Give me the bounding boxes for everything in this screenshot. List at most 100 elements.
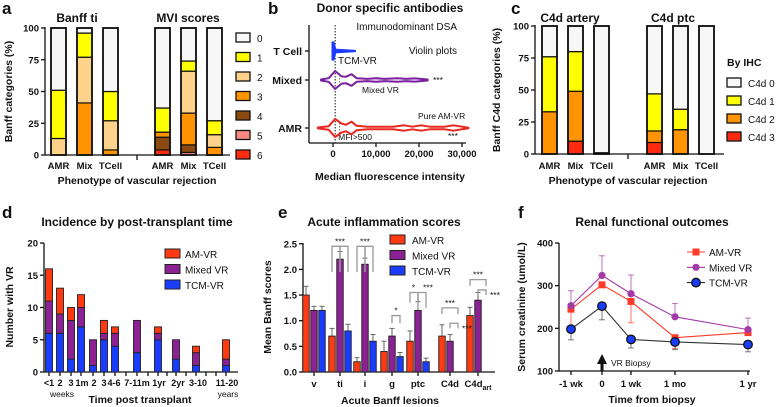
bar-Mixed-VR <box>414 309 422 373</box>
bar-AM-VR <box>77 294 85 308</box>
legend-label: TCM-VR <box>709 279 748 290</box>
bar-segment-C4d-1 <box>567 50 584 92</box>
bar-Mixed-VR <box>133 319 141 354</box>
x-tick-label: <1 <box>44 378 54 388</box>
data-point <box>567 302 575 310</box>
bar-Mixed-VR <box>56 313 64 334</box>
bar-AM-VR <box>56 287 64 315</box>
bar-segment-C4d-2 <box>567 90 584 142</box>
bar-AM-VR <box>222 339 230 360</box>
bar-TCM-VR <box>100 339 108 373</box>
x-tick-label: 1m <box>75 378 88 388</box>
bar-Mixed-VR <box>361 263 369 373</box>
bar-TCM-VR <box>154 339 162 373</box>
x-tick-label: Mix <box>77 161 94 172</box>
bar-segment-1 <box>50 89 67 140</box>
x-tick-label: Mix <box>181 161 198 172</box>
legend-swatch <box>726 131 742 142</box>
bar-segment-C4d-1 <box>541 56 558 113</box>
legend-swatch <box>235 90 251 102</box>
bar-segment-3 <box>206 146 223 156</box>
bar-Mixed-VR <box>67 319 75 360</box>
legend-label: 6 <box>257 151 263 162</box>
note-immunodominant-dsa: Immunodominant DSA <box>356 22 457 33</box>
legend-marker <box>691 277 701 288</box>
y-tick-label: 0 <box>34 151 39 162</box>
legend-swatch <box>389 234 406 245</box>
legend-label: 1 <box>257 54 263 65</box>
chart-title: Donor specific antibodies <box>317 1 464 15</box>
bar-segment-0 <box>102 27 119 93</box>
series-label: Mixed VR <box>362 85 399 95</box>
y-tick-label: 100 <box>23 24 39 35</box>
legend-label: C4d 2 <box>748 115 775 126</box>
x-tick-label: 2yr <box>171 378 185 388</box>
x-tick-label: 10,000 <box>361 149 390 160</box>
x-tick-label: Mix <box>673 161 690 172</box>
legend-swatch <box>235 32 251 43</box>
legend-swatch <box>164 248 181 259</box>
legend-swatch <box>389 250 406 260</box>
y-axis-label: Banff C4d categories (%) <box>491 28 503 152</box>
significance-label: *** <box>462 323 473 333</box>
x-tick-label: 4-6 <box>107 378 120 388</box>
data-point <box>671 313 679 321</box>
bar-Mixed-VR <box>474 299 482 373</box>
x-tick-label: TCell <box>99 161 122 172</box>
x-tick-label: TCell <box>203 161 226 172</box>
violin-Pure-AM-VR <box>316 118 470 138</box>
unit-label-years: years <box>218 389 239 399</box>
legend-label: Mixed VR <box>412 252 455 263</box>
significance-label: *** <box>423 282 434 292</box>
bar-outline <box>593 25 610 155</box>
bar-TCM-VR <box>344 330 352 373</box>
y-tick-label: 0 <box>33 368 38 379</box>
bar-segment-C4d-2 <box>541 111 558 155</box>
bar-segment-0 <box>206 27 223 122</box>
x-tick-label: C4dart <box>465 379 493 392</box>
data-point <box>598 281 606 289</box>
panel-letter: d <box>2 203 12 222</box>
significance-bracket <box>449 322 459 329</box>
bar-segment-1 <box>180 60 197 72</box>
x-tick-label: 1 wk <box>621 379 642 390</box>
y-tick-label: 15 <box>27 271 38 282</box>
bar-segment-1 <box>154 107 171 133</box>
legend-label: AM-VR <box>185 250 217 261</box>
x-tick-label: ptc <box>411 379 425 390</box>
bar-AM-VR <box>154 326 162 334</box>
x-axis-label: Phenotype of vascular rejection <box>58 175 217 187</box>
significance-bracket <box>391 314 401 324</box>
row-label: Mixed <box>272 75 302 87</box>
legend-swatch <box>726 77 742 88</box>
bar-Mixed-VR <box>310 309 318 373</box>
y-tick-label: 10 <box>27 303 38 314</box>
x-tick-label: 1 mo <box>664 379 686 390</box>
x-tick-label: TCell <box>590 161 613 172</box>
legend-label: 4 <box>257 112 263 123</box>
bar-outline <box>672 25 689 155</box>
bar-AM-VR <box>380 351 388 373</box>
chart-title: Incidence by post-transplant time <box>41 215 233 229</box>
series-label: TCM-VR <box>338 56 377 67</box>
x-axis-label: Time from biopsy <box>608 394 695 406</box>
y-tick-label: 25 <box>518 118 529 129</box>
legend-marker <box>692 248 700 256</box>
y-axis-label: Banff categories (%) <box>3 41 15 143</box>
bar-Mixed-VR <box>100 332 108 341</box>
legend-swatch <box>164 264 181 274</box>
bar-TCM-VR <box>318 309 326 373</box>
data-point <box>744 326 752 334</box>
significance-bracket <box>339 245 349 272</box>
bar-outline <box>541 25 558 155</box>
legend-swatch <box>726 95 742 106</box>
significance-label: *** <box>433 75 444 85</box>
y-tick-label: 100 <box>513 22 529 33</box>
x-tick-label: 1 yr <box>740 379 757 390</box>
bar-segment-1 <box>76 32 93 58</box>
x-tick-label: AMR <box>48 161 70 172</box>
x-tick-label: Mix <box>568 161 585 172</box>
bar-segment-3 <box>180 112 197 146</box>
bar-segment-2 <box>206 134 223 148</box>
y-tick-label: 75 <box>518 54 529 65</box>
